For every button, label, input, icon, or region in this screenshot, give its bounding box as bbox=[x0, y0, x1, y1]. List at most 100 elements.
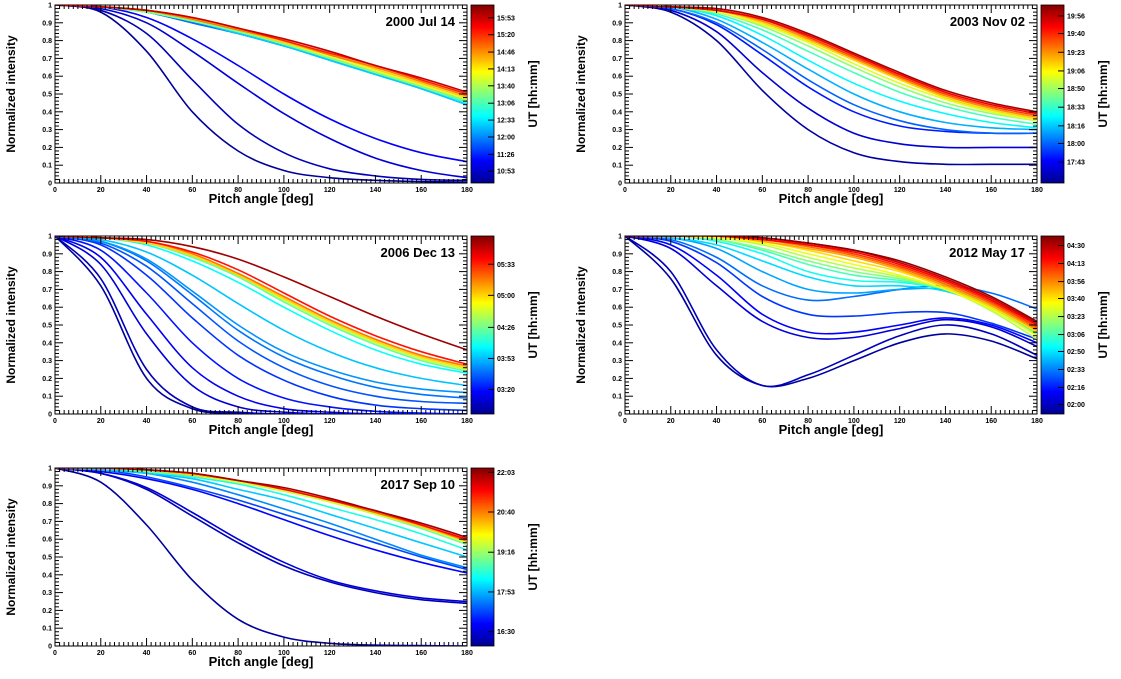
series-group bbox=[625, 236, 1037, 388]
x-axis-title: Pitch angle [deg] bbox=[779, 191, 884, 206]
colorbar-tick-label: 18:33 bbox=[1067, 105, 1085, 112]
y-tick-label: 0.1 bbox=[42, 626, 52, 633]
series-line-10 bbox=[55, 236, 467, 387]
y-tick-label: 0.9 bbox=[612, 251, 622, 258]
x-tick-label: 120 bbox=[894, 187, 906, 194]
y-tick-label: 0.5 bbox=[42, 92, 52, 99]
series-line-5 bbox=[55, 468, 467, 571]
x-tick-label: 0 bbox=[53, 650, 57, 657]
colorbar-tick-label: 18:00 bbox=[1067, 141, 1085, 148]
y-tick-label: 0.3 bbox=[612, 358, 622, 365]
colorbar-tick-label: 12:00 bbox=[497, 134, 515, 141]
y-tick-label: 0.5 bbox=[612, 92, 622, 99]
series-line-2 bbox=[55, 236, 467, 414]
y-tick-label: 0 bbox=[48, 181, 52, 188]
colorbar-tick-label: 11:26 bbox=[497, 152, 515, 159]
colorbar-tick-label: 02:50 bbox=[1067, 349, 1085, 356]
x-tick-label: 160 bbox=[415, 187, 427, 194]
colorbar-tick-label: 05:33 bbox=[497, 262, 515, 269]
colorbar-tick-label: 03:40 bbox=[1067, 296, 1085, 303]
y-tick-label: 0.8 bbox=[612, 269, 622, 276]
series-line-17 bbox=[625, 236, 1037, 328]
colorbar-tick-label: 04:13 bbox=[1067, 261, 1085, 268]
x-tick-label: 120 bbox=[324, 418, 336, 425]
colorbar-tick-label: 03:56 bbox=[1067, 279, 1085, 286]
y-tick-label: 0.6 bbox=[612, 74, 622, 81]
y-axis-title: Normalized intensity bbox=[4, 35, 18, 153]
series-line-18 bbox=[625, 236, 1037, 326]
colorbar-tick-label: 13:06 bbox=[497, 101, 515, 108]
x-tick-label: 180 bbox=[1031, 418, 1043, 425]
colorbar-tick-label: 14:13 bbox=[497, 66, 515, 73]
series-line-16 bbox=[625, 236, 1037, 330]
series-line-2 bbox=[625, 236, 1037, 388]
x-tick-label: 20 bbox=[667, 187, 675, 194]
x-axis-title: Pitch angle [deg] bbox=[209, 422, 314, 437]
colorbar-title: UT [hh:mm] bbox=[1096, 291, 1110, 358]
x-tick-label: 120 bbox=[324, 187, 336, 194]
series-line-20 bbox=[625, 236, 1037, 323]
x-axis-title: Pitch angle [deg] bbox=[779, 422, 884, 437]
y-tick-label: 0.4 bbox=[42, 340, 52, 347]
y-tick-label: 0.7 bbox=[612, 56, 622, 63]
series-line-3 bbox=[55, 468, 467, 603]
y-tick-label: 0.3 bbox=[612, 127, 622, 134]
x-tick-label: 100 bbox=[848, 187, 860, 194]
x-tick-label: 80 bbox=[804, 418, 812, 425]
series-line-14 bbox=[625, 236, 1037, 333]
y-tick-label: 1 bbox=[618, 234, 622, 241]
x-tick-label: 40 bbox=[143, 418, 151, 425]
x-tick-label: 60 bbox=[758, 418, 766, 425]
y-tick-label: 0.3 bbox=[42, 590, 52, 597]
plot-frame bbox=[624, 4, 1038, 184]
series-line-4 bbox=[625, 5, 1037, 135]
x-tick-label: 140 bbox=[940, 187, 952, 194]
colorbar-tick-label: 10:53 bbox=[497, 169, 515, 176]
chart-panel-5: 0 20 40 60 80 100 120 140 160 180 0 0.1 0.2 0.3 0.4 0.5… bbox=[4, 466, 540, 670]
y-tick-label: 0.7 bbox=[612, 287, 622, 294]
x-axis-title: Pitch angle [deg] bbox=[209, 654, 314, 669]
y-tick-label: 0.6 bbox=[42, 537, 52, 544]
panel-date-label: 2003 Nov 02 bbox=[950, 14, 1025, 29]
x-tick-label: 60 bbox=[188, 418, 196, 425]
chart-panel-1: 0 20 40 60 80 100 120 140 160 180 0 0.1 0.2 0.3 0.4 0.5… bbox=[4, 3, 540, 207]
y-tick-label: 0 bbox=[618, 412, 622, 419]
x-tick-label: 120 bbox=[324, 650, 336, 657]
colorbar bbox=[470, 467, 495, 647]
y-tick-label: 0.6 bbox=[42, 74, 52, 81]
y-tick-label: 0.2 bbox=[42, 608, 52, 615]
x-axis-title: Pitch angle [deg] bbox=[209, 191, 314, 206]
x-tick-label: 0 bbox=[53, 418, 57, 425]
y-tick-label: 0.1 bbox=[612, 163, 622, 170]
y-tick-label: 0.1 bbox=[42, 163, 52, 170]
y-tick-label: 0.5 bbox=[612, 323, 622, 330]
colorbar-tick-label: 18:16 bbox=[1067, 123, 1085, 130]
y-tick-label: 0.8 bbox=[612, 38, 622, 45]
x-tick-label: 20 bbox=[97, 650, 105, 657]
series-line-1 bbox=[625, 5, 1037, 166]
y-tick-label: 0.8 bbox=[42, 38, 52, 45]
y-axis-title: Normalized intensity bbox=[574, 266, 588, 384]
colorbar-tick-label: 19:56 bbox=[1067, 14, 1085, 21]
colorbar-tick-label: 12:33 bbox=[497, 118, 515, 125]
series-line-5 bbox=[625, 236, 1037, 340]
colorbar-tick-label: 20:40 bbox=[497, 510, 515, 517]
colorbar-tick-label: 03:06 bbox=[1067, 332, 1085, 339]
series-line-3 bbox=[625, 236, 1037, 348]
y-tick-label: 0.4 bbox=[612, 340, 622, 347]
colorbar bbox=[1040, 4, 1065, 184]
series-line-6 bbox=[55, 236, 467, 412]
colorbar-tick-label: 14:46 bbox=[497, 50, 515, 57]
y-tick-label: 0.2 bbox=[42, 145, 52, 152]
chart-panel-3: 0 20 40 60 80 100 120 140 160 180 0 0.1 0.2 0.3 0.4 0.5… bbox=[4, 234, 540, 438]
y-tick-label: 1 bbox=[48, 3, 52, 10]
colorbar-tick-label: 19:16 bbox=[497, 550, 515, 557]
series-line-1 bbox=[55, 468, 467, 646]
panel-date-label: 2006 Dec 13 bbox=[381, 245, 455, 260]
y-tick-label: 0.7 bbox=[42, 287, 52, 294]
colorbar-tick-label: 04:30 bbox=[1067, 243, 1085, 250]
y-tick-label: 1 bbox=[48, 234, 52, 241]
y-tick-label: 0 bbox=[48, 412, 52, 419]
colorbar bbox=[470, 235, 495, 415]
